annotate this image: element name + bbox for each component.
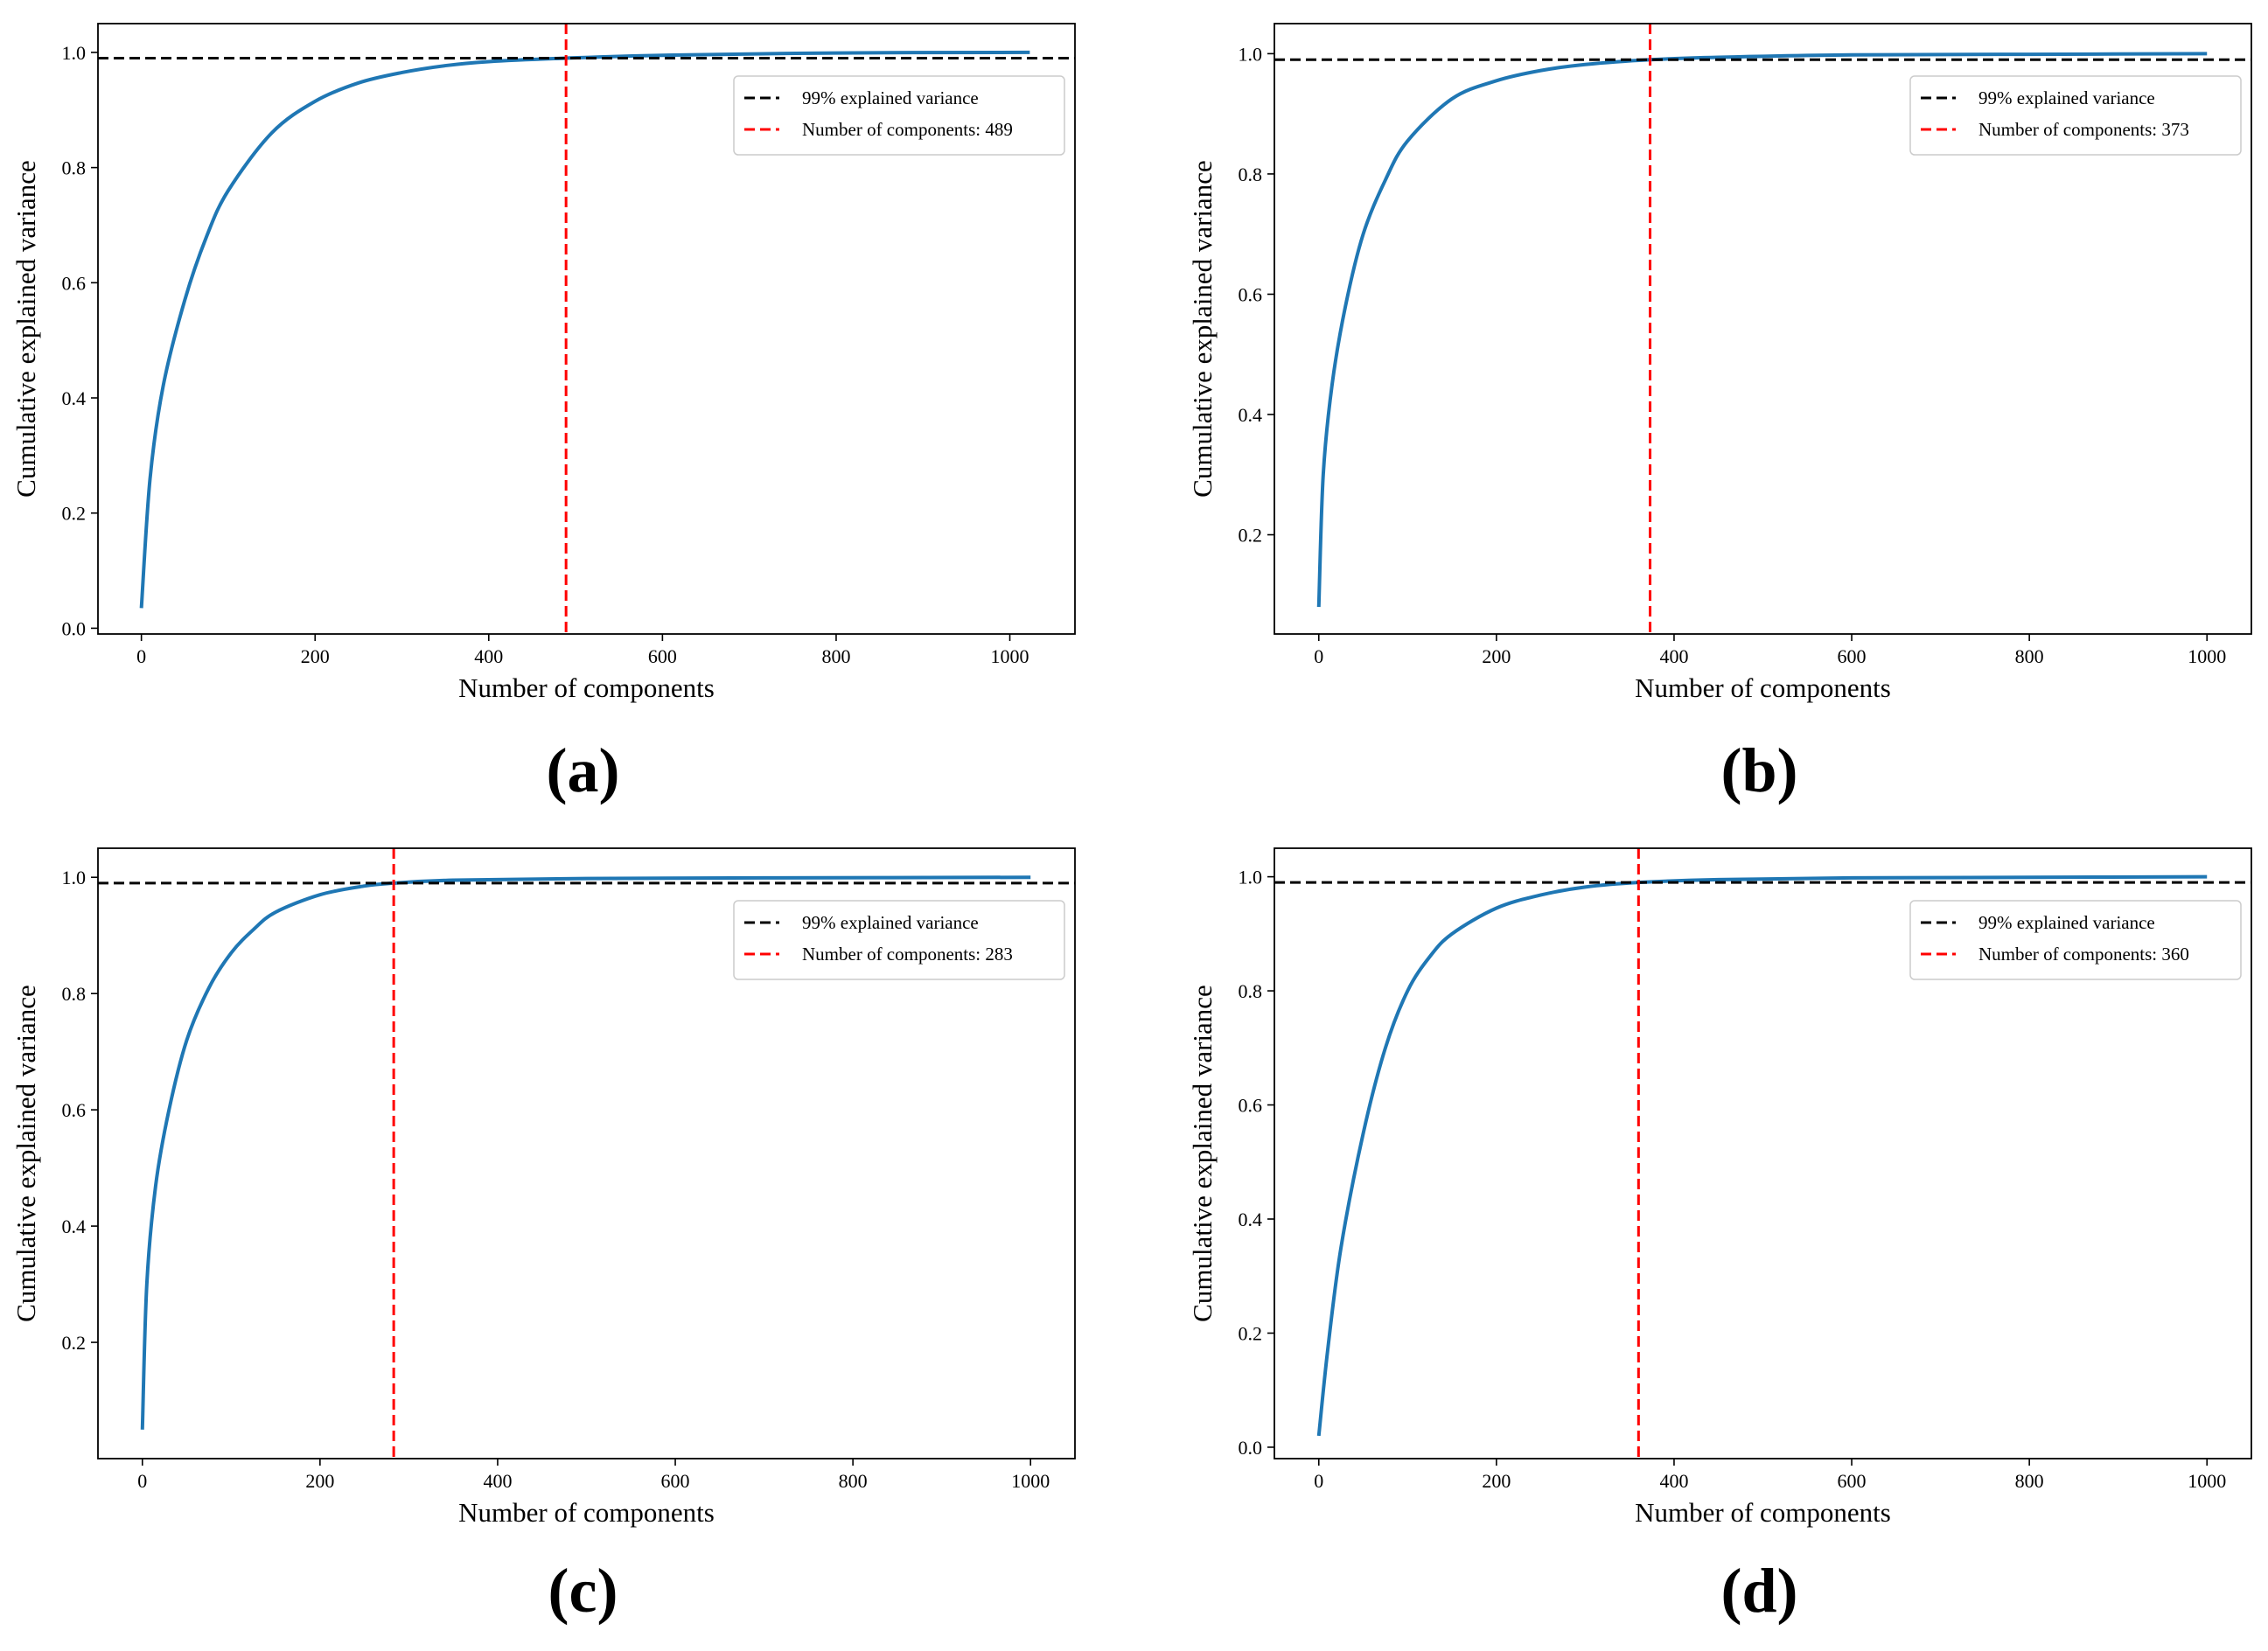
y-tick-label: 0.0 xyxy=(62,617,87,639)
y-tick-label: 0.2 xyxy=(62,1332,87,1354)
x-tick-label: 1000 xyxy=(1011,1470,1050,1492)
x-tick-label: 600 xyxy=(648,645,677,667)
panel-label: (b) xyxy=(1721,735,1798,805)
y-tick-label: 0.6 xyxy=(62,1099,87,1121)
x-tick-label: 600 xyxy=(1838,645,1867,667)
y-tick-label: 0.8 xyxy=(1239,164,1263,185)
x-tick-label: 1000 xyxy=(2188,1470,2226,1492)
y-tick-label: 0.2 xyxy=(62,503,87,525)
x-tick-label: 800 xyxy=(821,645,850,667)
panel-b: 0 200 400 600 800 1000 0.2 0.4 0.6 0.8 1.0 Number o… xyxy=(1187,23,2252,805)
x-tick-label: 400 xyxy=(474,645,503,667)
legend-components-label: Number of components: 489 xyxy=(802,119,1013,140)
legend-threshold-label: 99% explained variance xyxy=(802,87,979,108)
y-tick-label: 0.0 xyxy=(1239,1437,1263,1459)
legend-box xyxy=(733,75,1065,156)
x-tick-label: 1000 xyxy=(991,645,1029,667)
plot-frame xyxy=(1274,23,2252,635)
y-tick-label: 0.6 xyxy=(62,272,87,294)
legend: 99% explained variance Number of componen… xyxy=(1909,900,2242,980)
x-tick-label: 600 xyxy=(1838,1470,1867,1492)
x-tick-label: 800 xyxy=(2015,645,2044,667)
x-tick-label: 1000 xyxy=(2188,645,2226,667)
legend-components-label: Number of components: 360 xyxy=(1978,944,2189,965)
legend: 99% explained variance Number of componen… xyxy=(733,900,1065,980)
cumulative-variance-line xyxy=(140,875,1031,1430)
legend-threshold-label: 99% explained variance xyxy=(1978,87,2155,108)
y-tick-label: 0.2 xyxy=(1239,525,1263,547)
x-tick-label: 0 xyxy=(136,645,146,667)
legend-box xyxy=(1909,900,2242,980)
y-axis-label: Cumulative explained variance xyxy=(1187,985,1218,1322)
legend: 99% explained variance Number of componen… xyxy=(733,75,1065,156)
panel-a: 0 200 400 600 800 1000 0.0 0.2 0.4 0.6 0.8 1.0 Numbe… xyxy=(10,23,1076,805)
x-axis-label: Number of components xyxy=(1635,672,1891,703)
legend: 99% explained variance Number of componen… xyxy=(1909,75,2242,156)
y-tick-label: 0.4 xyxy=(62,1216,87,1237)
y-tick-label: 1.0 xyxy=(1239,43,1263,65)
plot-frame xyxy=(97,23,1076,635)
legend-threshold-label: 99% explained variance xyxy=(802,912,979,933)
y-tick-label: 0.4 xyxy=(1239,1209,1263,1230)
panel-label: (a) xyxy=(547,735,620,805)
panel-c: 0 200 400 600 800 1000 0.2 0.4 0.6 0.8 1.0 Number o… xyxy=(10,847,1076,1626)
cumulative-variance-line xyxy=(139,50,1030,609)
y-axis-label: Cumulative explained variance xyxy=(10,160,41,498)
x-tick-label: 200 xyxy=(301,645,330,667)
x-tick-label: 400 xyxy=(1659,1470,1688,1492)
legend-components-label: Number of components: 373 xyxy=(1978,119,2189,140)
y-tick-label: 0.8 xyxy=(62,157,87,179)
legend-box xyxy=(733,900,1065,980)
legend-components-label: Number of components: 283 xyxy=(802,944,1013,965)
y-axis-label: Cumulative explained variance xyxy=(1187,160,1218,498)
x-tick-label: 0 xyxy=(137,1470,147,1492)
y-tick-label: 0.6 xyxy=(1239,283,1263,305)
x-axis-label: Number of components xyxy=(458,1497,715,1528)
x-axis-label: Number of components xyxy=(1635,1497,1891,1528)
legend-threshold-label: 99% explained variance xyxy=(1978,912,2155,933)
y-tick-label: 1.0 xyxy=(62,867,87,888)
y-tick-label: 0.8 xyxy=(62,983,87,1005)
plot-frame xyxy=(1274,847,2252,1459)
cumulative-variance-line xyxy=(1316,874,2208,1437)
panel-label: (d) xyxy=(1721,1556,1798,1626)
x-tick-label: 400 xyxy=(1659,645,1688,667)
x-tick-label: 600 xyxy=(661,1470,690,1492)
y-axis-label: Cumulative explained variance xyxy=(10,985,41,1322)
x-tick-label: 200 xyxy=(305,1470,334,1492)
x-tick-label: 0 xyxy=(1314,1470,1323,1492)
panel-label: (c) xyxy=(548,1556,618,1626)
x-axis-label: Number of components xyxy=(458,672,715,703)
x-tick-label: 200 xyxy=(1482,645,1511,667)
y-tick-label: 0.8 xyxy=(1239,980,1263,1002)
legend-box xyxy=(1909,75,2242,156)
y-tick-label: 0.4 xyxy=(62,387,87,409)
x-tick-label: 400 xyxy=(483,1470,512,1492)
cumulative-variance-line xyxy=(1316,52,2208,608)
y-tick-label: 1.0 xyxy=(62,42,87,64)
y-tick-label: 0.6 xyxy=(1239,1095,1263,1117)
x-tick-label: 0 xyxy=(1314,645,1323,667)
y-tick-label: 0.4 xyxy=(1239,404,1263,426)
plot-frame xyxy=(97,847,1076,1459)
x-tick-label: 200 xyxy=(1482,1470,1511,1492)
panel-d: 0 200 400 600 800 1000 0.0 0.2 0.4 0.6 0.8 1.0 Numbe… xyxy=(1187,847,2252,1626)
x-tick-label: 800 xyxy=(2015,1470,2044,1492)
y-tick-label: 1.0 xyxy=(1239,867,1263,888)
y-tick-label: 0.2 xyxy=(1239,1322,1263,1344)
x-tick-label: 800 xyxy=(839,1470,868,1492)
